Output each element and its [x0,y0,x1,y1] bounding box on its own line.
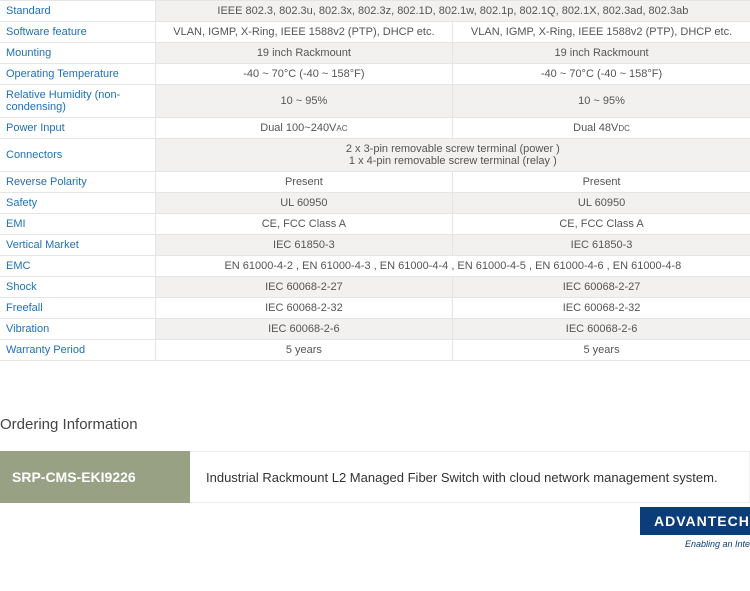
table-row: SafetyUL 60950UL 60950 [0,193,750,214]
spec-value-col2: IEC 60068-2-6 [155,319,452,340]
spec-label: Shock [0,277,155,298]
spec-value-col3: IEC 61850-3 [453,235,750,256]
spec-value-col2: IEC 60068-2-27 [155,277,452,298]
spec-value-col3: UL 60950 [453,193,750,214]
ordering-title: Ordering Information [0,416,750,433]
spec-value: EN 61000-4-2 , EN 61000-4-3 , EN 61000-4… [155,256,750,277]
table-row: ShockIEC 60068-2-27IEC 60068-2-27 [0,277,750,298]
spec-label: Operating Temperature [0,64,155,85]
spec-label: Vertical Market [0,235,155,256]
ordering-description: Industrial Rackmount L2 Managed Fiber Sw… [190,451,750,503]
spec-label: Connectors [0,139,155,172]
ordering-sku: SRP-CMS-EKI9226 [0,451,190,503]
spec-value-col2: -40 ~ 70°C (-40 ~ 158°F) [155,64,452,85]
spec-label: Vibration [0,319,155,340]
spec-value-col2: 5 years [155,340,452,361]
spec-value-col3: Present [453,172,750,193]
spec-value-col2: VLAN, IGMP, X-Ring, IEEE 1588v2 (PTP), D… [155,22,452,43]
spec-value-col2: CE, FCC Class A [155,214,452,235]
brand-box: ADVANTECH Enabling an Inte [640,507,750,549]
spec-value-col2: 19 inch Rackmount [155,43,452,64]
spec-label: EMI [0,214,155,235]
spec-value-col3: -40 ~ 70°C (-40 ~ 158°F) [453,64,750,85]
spec-value-col2: Present [155,172,452,193]
table-row: Vertical MarketIEC 61850-3IEC 61850-3 [0,235,750,256]
spec-value-col3: Dual 48VDC [453,118,750,139]
table-row: Connectors2 x 3-pin removable screw term… [0,139,750,172]
table-row: EMICE, FCC Class ACE, FCC Class A [0,214,750,235]
table-row: Power InputDual 100~240VACDual 48VDC [0,118,750,139]
table-row: EMCEN 61000-4-2 , EN 61000-4-3 , EN 6100… [0,256,750,277]
spec-value-col2: Dual 100~240VAC [155,118,452,139]
brand-logo: ADVANTECH [640,507,750,535]
spec-value: IEEE 802.3, 802.3u, 802.3x, 802.3z, 802.… [155,1,750,22]
spec-value-col3: CE, FCC Class A [453,214,750,235]
spec-value-col3: 19 inch Rackmount [453,43,750,64]
table-row: Software featureVLAN, IGMP, X-Ring, IEEE… [0,22,750,43]
spec-value: 2 x 3-pin removable screw terminal (powe… [155,139,750,172]
spec-value-col3: IEC 60068-2-32 [453,298,750,319]
spec-label: Software feature [0,22,155,43]
spec-label: Freefall [0,298,155,319]
spec-label: Reverse Polarity [0,172,155,193]
ordering-row: SRP-CMS-EKI9226 Industrial Rackmount L2 … [0,451,750,503]
spec-value-col3: 10 ~ 95% [453,85,750,118]
spec-value-col2: IEC 61850-3 [155,235,452,256]
table-row: Mounting19 inch Rackmount19 inch Rackmou… [0,43,750,64]
table-row: Relative Humidity (non-condensing)10 ~ 9… [0,85,750,118]
spec-table-body: StandardIEEE 802.3, 802.3u, 802.3x, 802.… [0,1,750,361]
spec-table: StandardIEEE 802.3, 802.3u, 802.3x, 802.… [0,0,750,361]
table-row: Warranty Period5 years5 years [0,340,750,361]
table-row: VibrationIEC 60068-2-6IEC 60068-2-6 [0,319,750,340]
table-row: Operating Temperature-40 ~ 70°C (-40 ~ 1… [0,64,750,85]
spec-value-col2: 10 ~ 95% [155,85,452,118]
spec-value-col3: IEC 60068-2-27 [453,277,750,298]
spec-value-col2: UL 60950 [155,193,452,214]
spec-value-col3: VLAN, IGMP, X-Ring, IEEE 1588v2 (PTP), D… [453,22,750,43]
spec-value-col3: 5 years [453,340,750,361]
table-row: StandardIEEE 802.3, 802.3u, 802.3x, 802.… [0,1,750,22]
table-row: FreefallIEC 60068-2-32IEC 60068-2-32 [0,298,750,319]
spec-value-col3: IEC 60068-2-6 [453,319,750,340]
spec-label: Warranty Period [0,340,155,361]
spec-label: Standard [0,1,155,22]
spec-label: Mounting [0,43,155,64]
brand-tagline: Enabling an Inte [640,539,750,549]
spec-label: EMC [0,256,155,277]
spec-label: Relative Humidity (non-condensing) [0,85,155,118]
spec-label: Power Input [0,118,155,139]
spec-label: Safety [0,193,155,214]
spec-value-col2: IEC 60068-2-32 [155,298,452,319]
table-row: Reverse PolarityPresentPresent [0,172,750,193]
